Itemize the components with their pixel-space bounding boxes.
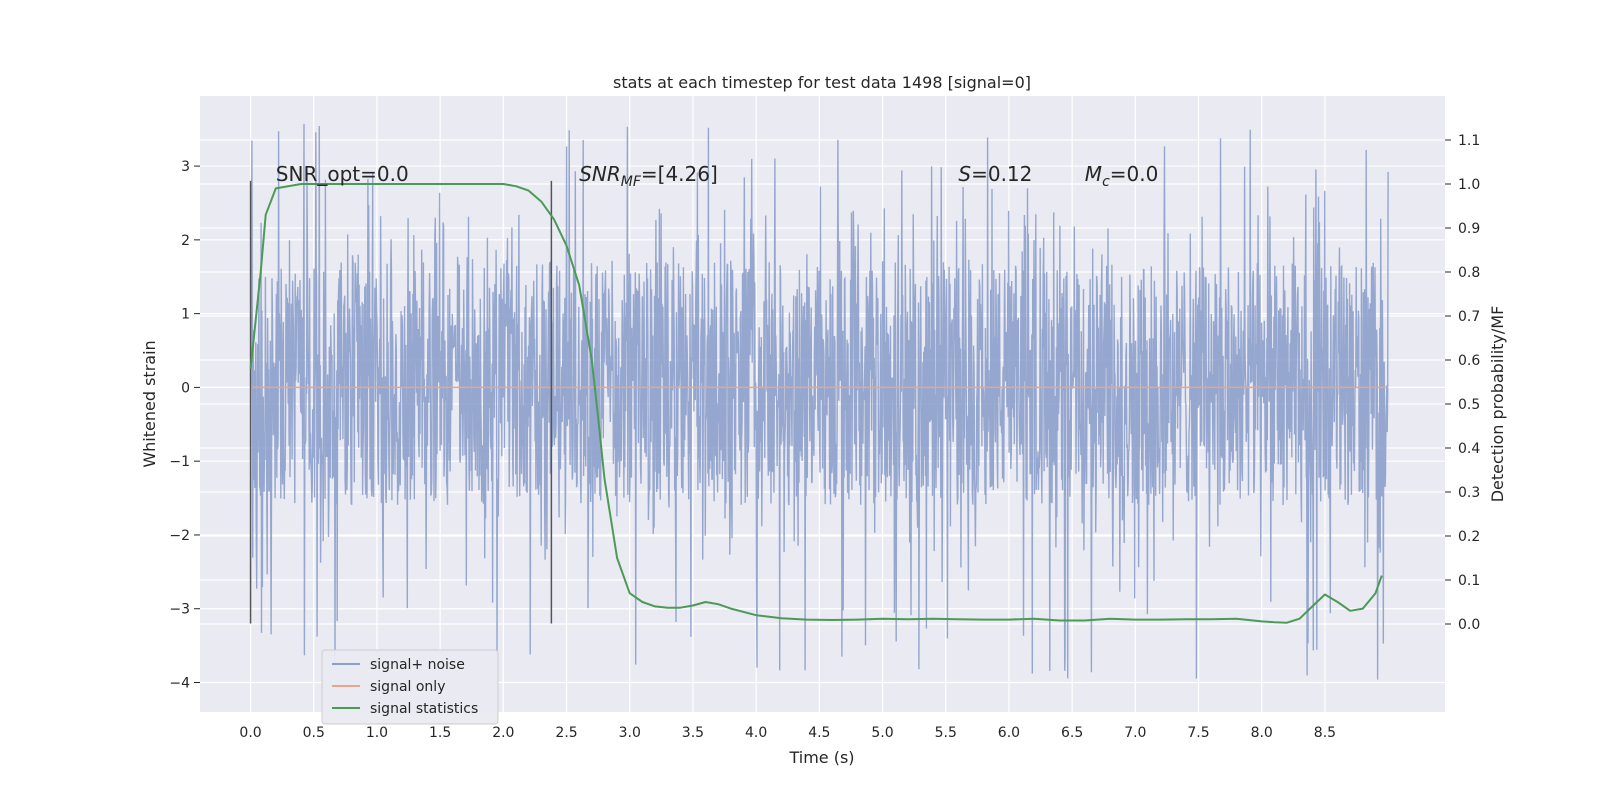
annotation-snr-mf-value: =[4.26] — [641, 162, 718, 186]
y-axis-label: Whitened strain — [140, 340, 159, 467]
y-tick-label: −4 — [169, 675, 190, 691]
right-y-tick-labels: 0.0 0.1 0.2 0.3 0.4 0.5 0.6 0.7 0.8 0.9 1.0 1.1 — [1445, 133, 1480, 633]
y-right-axis-label: Detection probability/MF — [1488, 306, 1507, 503]
annotation-snr-mf-symbol: SNR — [579, 162, 621, 186]
annotation-snr-opt: SNR_opt=0.0 — [276, 162, 409, 186]
series-layer — [249, 123, 1389, 680]
x-tick-label: 1.0 — [366, 725, 388, 741]
right-y-tick-label: 0.7 — [1458, 309, 1480, 325]
x-tick-label: 4.5 — [808, 725, 830, 741]
annotation-snr-mf: SNRMF=[4.26] — [579, 162, 718, 190]
right-y-tick-label: 0.2 — [1458, 529, 1480, 545]
y-tick-label: −3 — [169, 602, 190, 618]
x-tick-label: 7.5 — [1187, 725, 1209, 741]
right-y-tick-label: 1.1 — [1458, 133, 1480, 149]
annotation-s-value: =0.12 — [971, 162, 1032, 186]
series-signal-noise-line — [249, 123, 1389, 680]
annotation-mc-stat: Mc=0.0 — [1085, 162, 1159, 190]
annotation-s-symbol: S — [958, 162, 971, 186]
legend-label-signal-only: signal only — [370, 679, 445, 695]
x-tick-label: 3.0 — [619, 725, 641, 741]
y-tick-label: 3 — [181, 159, 190, 175]
annotations: SNR_opt=0.0 SNRMF=[4.26] S=0.12 Mc=0.0 — [276, 162, 1159, 190]
x-tick-labels: 0.0 0.5 1.0 1.5 2.0 2.5 3.0 3.5 4.0 4.5 5.0 5.5 6.0 6… — [239, 725, 1336, 741]
right-y-tick-label: 0.0 — [1458, 617, 1480, 633]
x-tick-label: 6.5 — [1061, 725, 1083, 741]
annotation-mc-symbol: M — [1085, 162, 1102, 186]
legend-box — [321, 649, 499, 725]
y-tick-label: 2 — [181, 233, 190, 249]
right-y-tick-label: 0.4 — [1458, 441, 1480, 457]
right-y-tick-label: 0.3 — [1458, 485, 1480, 501]
chart-title: stats at each timestep for test data 149… — [613, 73, 1031, 92]
right-y-tick-label: 0.9 — [1458, 221, 1480, 237]
x-tick-label: 0.0 — [239, 725, 261, 741]
annotation-s-stat: S=0.12 — [958, 162, 1032, 186]
annotation-snr-mf-subscript: MF — [621, 174, 642, 190]
x-tick-label: 2.5 — [555, 725, 577, 741]
series-signal-statistics-line — [249, 183, 1383, 624]
right-y-tick-label: 0.1 — [1458, 573, 1480, 589]
right-y-tick-label: 0.8 — [1458, 265, 1480, 281]
x-tick-label: 5.5 — [935, 725, 957, 741]
legend-label-signal-noise: signal+ noise — [370, 657, 465, 673]
annotation-mc-value: =0.0 — [1110, 162, 1159, 186]
right-y-tick-label: 0.5 — [1458, 397, 1480, 413]
right-y-tick-label: 1.0 — [1458, 177, 1480, 193]
x-tick-label: 4.0 — [745, 725, 767, 741]
x-tick-label: 7.0 — [1124, 725, 1146, 741]
x-tick-label: 2.0 — [492, 725, 514, 741]
x-tick-label: 8.0 — [1251, 725, 1273, 741]
y-tick-label: 0 — [181, 380, 190, 396]
right-y-tick-label: 0.6 — [1458, 353, 1480, 369]
y-tick-label: 1 — [181, 307, 190, 323]
y-tick-label: −1 — [169, 454, 190, 470]
x-tick-label: 6.0 — [998, 725, 1020, 741]
x-axis-label: Time (s) — [788, 748, 854, 767]
y-tick-label: −2 — [169, 528, 190, 544]
x-tick-label: 1.5 — [429, 725, 451, 741]
annotation-mc-subscript: c — [1102, 174, 1110, 190]
x-tick-label: 8.5 — [1314, 725, 1336, 741]
x-tick-label: 0.5 — [303, 725, 325, 741]
x-tick-label: 5.0 — [871, 725, 893, 741]
x-tick-label: 3.5 — [682, 725, 704, 741]
legend-label-signal-statistics: signal statistics — [370, 701, 478, 717]
y-tick-labels: −4 −3 −2 −1 0 1 2 3 — [169, 159, 200, 691]
legend: signal+ noise signal only signal statist… — [321, 649, 499, 725]
